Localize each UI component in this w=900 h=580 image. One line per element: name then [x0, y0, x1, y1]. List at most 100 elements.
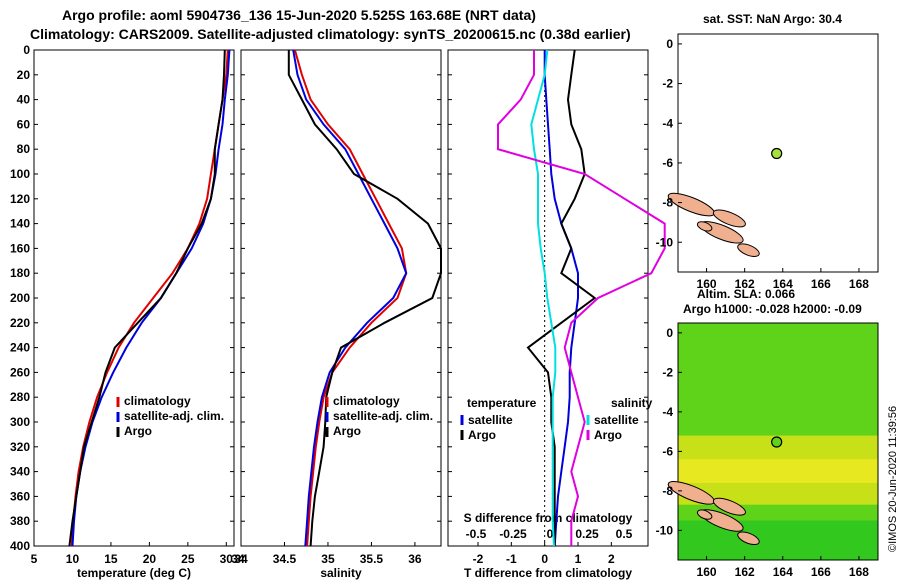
legend-label: satellite-adj. clim.: [124, 409, 224, 423]
map-x-tick-label: 160: [697, 277, 717, 291]
x-axis-label: temperature (deg C): [77, 566, 191, 580]
map-x-tick-label: 168: [849, 565, 869, 579]
island: [667, 192, 715, 217]
series-s-argo: [497, 50, 666, 546]
y-tick-label: 20: [17, 68, 31, 82]
x2-tick-label: -0.25: [499, 527, 527, 541]
sla-band: [678, 520, 878, 560]
map-y-tick-label: -4: [662, 116, 673, 130]
legend-label: climatology: [124, 394, 191, 408]
series-climatology: [293, 49, 408, 547]
y-tick-label: 140: [10, 217, 30, 231]
x-tick-label: 2: [608, 552, 615, 566]
y-tick-label: 240: [10, 341, 30, 355]
y-tick-label: 0: [23, 43, 30, 57]
legend-label: Argo: [124, 424, 152, 438]
map-y-tick-label: -10: [656, 235, 674, 249]
map-y-tick-label: -2: [662, 365, 673, 379]
panel-frame-temperature-profile: [33, 49, 235, 547]
series-climatology: [70, 49, 229, 547]
x2-tick-label: 0: [547, 527, 554, 541]
legend-title: temperature: [467, 396, 537, 410]
legend-label: satellite-adj. clim.: [333, 409, 433, 423]
panel-frame-salinity-profile: [240, 49, 442, 547]
x-tick-label: 10: [66, 552, 80, 566]
map-y-tick-label: -6: [662, 156, 673, 170]
legend-label: Argo: [594, 428, 622, 442]
island: [737, 531, 760, 546]
map-x-tick-label: 164: [773, 277, 793, 291]
y-tick-label: 80: [17, 142, 31, 156]
y-tick-label: 400: [10, 539, 30, 553]
x-tick-label: 0: [541, 552, 548, 566]
map-x-tick-label: 166: [811, 565, 831, 579]
map-x-tick-label: 160: [697, 565, 717, 579]
map-x-tick-label: 164: [773, 565, 793, 579]
sla-map-title: Altim. SLA: 0.066: [697, 287, 796, 301]
argo-position-marker: [771, 147, 783, 160]
x-tick-label: -1: [506, 552, 517, 566]
x-tick-label: 34: [231, 552, 245, 566]
island: [712, 497, 746, 516]
map-x-tick-label: 162: [735, 565, 755, 579]
map-x-tick-label: 166: [811, 277, 831, 291]
series-s-satellite: [530, 49, 557, 547]
y-tick-label: 260: [10, 365, 30, 379]
map-y-tick-label: -6: [662, 444, 673, 458]
y-tick-label: 40: [17, 93, 31, 107]
legend-label: Argo: [333, 424, 361, 438]
series-satellite-adj-clim-: [292, 49, 408, 547]
x2-axis-label: S difference from climatology: [464, 511, 633, 525]
y-tick-label: 300: [10, 415, 30, 429]
map-x-tick-label: 162: [735, 277, 755, 291]
x-tick-label: 15: [104, 552, 118, 566]
series-t-argo: [526, 49, 597, 546]
legend-label: satellite: [594, 413, 639, 427]
sla-band: [678, 459, 878, 483]
x-tick-label: 35: [321, 552, 335, 566]
y-tick-label: 200: [10, 291, 30, 305]
y-tick-label: 360: [10, 489, 30, 503]
plot-title: Argo profile: aoml 5904736_136 15-Jun-20…: [62, 7, 536, 23]
y-tick-label: 380: [10, 514, 30, 528]
y-tick-label: 120: [10, 192, 30, 206]
map-y-tick-label: -4: [662, 405, 673, 419]
x2-tick-label: 0.25: [575, 527, 599, 541]
legend-title: salinity: [611, 396, 653, 410]
legend-label: satellite: [468, 413, 513, 427]
map-y-tick-label: -2: [662, 77, 673, 91]
x-tick-label: 1: [575, 552, 582, 566]
x-tick-label: 5: [31, 552, 38, 566]
x-tick-label: 25: [181, 552, 195, 566]
x-tick-label: 34.5: [273, 552, 297, 566]
x-tick-label: 20: [143, 552, 157, 566]
island: [737, 243, 760, 257]
x-axis-label: T difference from climatology: [464, 566, 632, 580]
island: [696, 509, 713, 520]
series-argo: [287, 50, 442, 547]
map-y-tick-label: 0: [666, 326, 673, 340]
x-tick-label: 35.5: [360, 552, 384, 566]
x-axis-label: salinity: [320, 566, 362, 580]
plot-subtitle: Climatology: CARS2009. Satellite-adjuste…: [30, 26, 631, 42]
map-y-tick-label: -10: [656, 523, 674, 537]
x-tick-label: 30: [220, 552, 234, 566]
sla-map-subtitle: Argo h1000: -0.028 h2000: -0.09: [683, 302, 862, 316]
y-tick-label: 320: [10, 440, 30, 454]
y-tick-label: 280: [10, 390, 30, 404]
x-tick-label: -2: [473, 552, 484, 566]
x2-tick-label: -0.5: [466, 527, 487, 541]
island: [712, 209, 746, 228]
series-argo: [68, 49, 226, 547]
island: [696, 221, 713, 232]
series-satellite-adj-clim-: [71, 49, 231, 547]
map-x-tick-label: 168: [849, 277, 869, 291]
y-tick-label: 60: [17, 117, 31, 131]
map-y-tick-label: -8: [662, 484, 673, 498]
legend-label: climatology: [333, 394, 400, 408]
map-frame: [677, 33, 879, 273]
y-tick-label: 340: [10, 465, 30, 479]
legend-label: Argo: [468, 428, 496, 442]
x2-tick-label: 0.5: [616, 527, 633, 541]
